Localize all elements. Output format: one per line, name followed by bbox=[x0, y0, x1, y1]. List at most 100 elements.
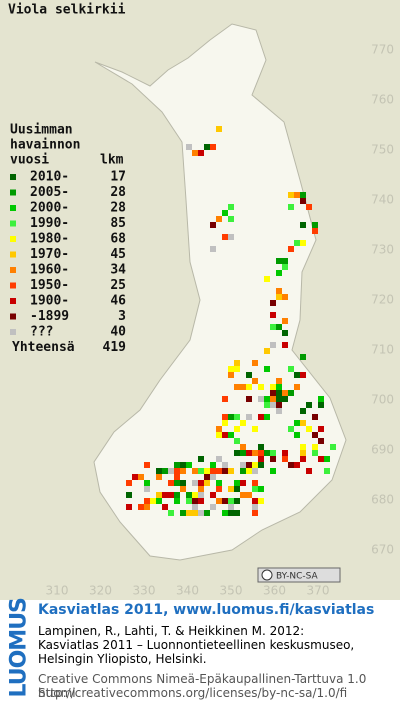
occurrence-square bbox=[204, 144, 210, 150]
occurrence-square bbox=[222, 462, 228, 468]
occurrence-square bbox=[258, 486, 264, 492]
occurrence-square bbox=[222, 414, 228, 420]
occurrence-square bbox=[270, 468, 276, 474]
occurrence-square bbox=[198, 498, 204, 504]
occurrence-square bbox=[294, 462, 300, 468]
occurrence-square bbox=[270, 312, 276, 318]
occurrence-square bbox=[288, 192, 294, 198]
occurrence-square bbox=[210, 474, 216, 480]
y-tick-label: 750 bbox=[371, 143, 394, 157]
occurrence-square bbox=[234, 498, 240, 504]
occurrence-square bbox=[222, 498, 228, 504]
legend-label: 1990- bbox=[30, 216, 69, 231]
occurrence-square bbox=[276, 402, 282, 408]
occurrence-square bbox=[216, 216, 222, 222]
badge-text: BY-NC-SA bbox=[276, 572, 319, 582]
occurrence-square bbox=[300, 456, 306, 462]
occurrence-square bbox=[210, 246, 216, 252]
occurrence-square bbox=[234, 414, 240, 420]
footer-link[interactable]: Kasviatlas 2011, www.luomus.fi/kasviatla… bbox=[38, 602, 375, 618]
occurrence-square bbox=[174, 498, 180, 504]
occurrence-square bbox=[222, 396, 228, 402]
x-tick-label: 310 bbox=[46, 584, 69, 598]
occurrence-square bbox=[324, 456, 330, 462]
occurrence-square bbox=[228, 204, 234, 210]
map: Viola selkirkii Uusimman havainnon vuosi… bbox=[0, 0, 400, 600]
occurrence-square bbox=[300, 192, 306, 198]
occurrence-square bbox=[264, 366, 270, 372]
occurrence-square bbox=[324, 468, 330, 474]
occurrence-square bbox=[276, 408, 282, 414]
occurrence-square bbox=[204, 468, 210, 474]
occurrence-square bbox=[252, 426, 258, 432]
occurrence-square bbox=[282, 456, 288, 462]
occurrence-square bbox=[270, 342, 276, 348]
legend-swatch bbox=[10, 282, 16, 289]
occurrence-square bbox=[270, 396, 276, 402]
occurrence-square bbox=[198, 456, 204, 462]
occurrence-square bbox=[180, 462, 186, 468]
occurrence-square bbox=[288, 366, 294, 372]
occurrence-square bbox=[276, 396, 282, 402]
legend-swatch bbox=[10, 267, 16, 273]
occurrence-square bbox=[258, 498, 264, 504]
occurrence-square bbox=[300, 240, 306, 246]
occurrence-square bbox=[234, 480, 240, 486]
occurrence-square bbox=[228, 414, 234, 420]
occurrence-square bbox=[258, 414, 264, 420]
occurrence-square bbox=[198, 510, 204, 516]
citation: Kasviatlas 2011 – Luonnontieteellinen ke… bbox=[38, 638, 355, 652]
occurrence-square bbox=[300, 444, 306, 450]
occurrence-square bbox=[144, 462, 150, 468]
occurrence-square bbox=[174, 462, 180, 468]
occurrence-square bbox=[282, 318, 288, 324]
legend-label: 1900- bbox=[30, 294, 69, 309]
occurrence-square bbox=[210, 492, 216, 498]
occurrence-square bbox=[228, 372, 234, 378]
occurrence-square bbox=[282, 294, 288, 300]
license: http://creativecommons.org/licenses/by-n… bbox=[38, 686, 348, 700]
occurrence-square bbox=[150, 498, 156, 504]
occurrence-square bbox=[246, 396, 252, 402]
occurrence-square bbox=[234, 510, 240, 516]
occurrence-square bbox=[156, 474, 162, 480]
occurrence-square bbox=[312, 228, 318, 234]
legend-swatch bbox=[10, 189, 16, 196]
legend-swatch bbox=[10, 329, 16, 335]
occurrence-square bbox=[282, 264, 288, 270]
occurrence-square bbox=[240, 468, 246, 474]
occurrence-square bbox=[198, 150, 204, 156]
occurrence-square bbox=[228, 234, 234, 240]
occurrence-square bbox=[258, 444, 264, 450]
occurrence-square bbox=[138, 474, 144, 480]
occurrence-square bbox=[192, 498, 198, 504]
land bbox=[93, 23, 347, 561]
legend-heading: havainnon bbox=[10, 138, 80, 153]
legend-swatch bbox=[10, 220, 16, 227]
occurrence-square bbox=[198, 492, 204, 498]
occurrence-square bbox=[252, 360, 258, 366]
occurrence-square bbox=[258, 384, 264, 390]
occurrence-square bbox=[252, 480, 258, 486]
x-tick-label: 370 bbox=[307, 584, 330, 598]
occurrence-square bbox=[162, 504, 168, 510]
legend-count: 68 bbox=[110, 232, 126, 247]
occurrence-square bbox=[282, 396, 288, 402]
occurrence-square bbox=[300, 408, 306, 414]
badge-box bbox=[257, 567, 341, 583]
occurrence-square bbox=[216, 456, 222, 462]
legend-count: 45 bbox=[110, 247, 126, 262]
legend-swatch bbox=[10, 236, 16, 242]
badge-icon bbox=[261, 569, 273, 581]
occurrence-square bbox=[222, 420, 228, 426]
occurrence-square bbox=[168, 480, 174, 486]
occurrence-square bbox=[300, 354, 306, 360]
legend-swatch bbox=[10, 251, 16, 258]
occurrence-square bbox=[312, 450, 318, 456]
occurrence-square bbox=[144, 504, 150, 510]
occurrence-square bbox=[228, 468, 234, 474]
occurrence-square bbox=[192, 492, 198, 498]
occurrence-square bbox=[240, 450, 246, 456]
occurrence-square bbox=[276, 294, 282, 300]
occurrence-square bbox=[234, 360, 240, 366]
